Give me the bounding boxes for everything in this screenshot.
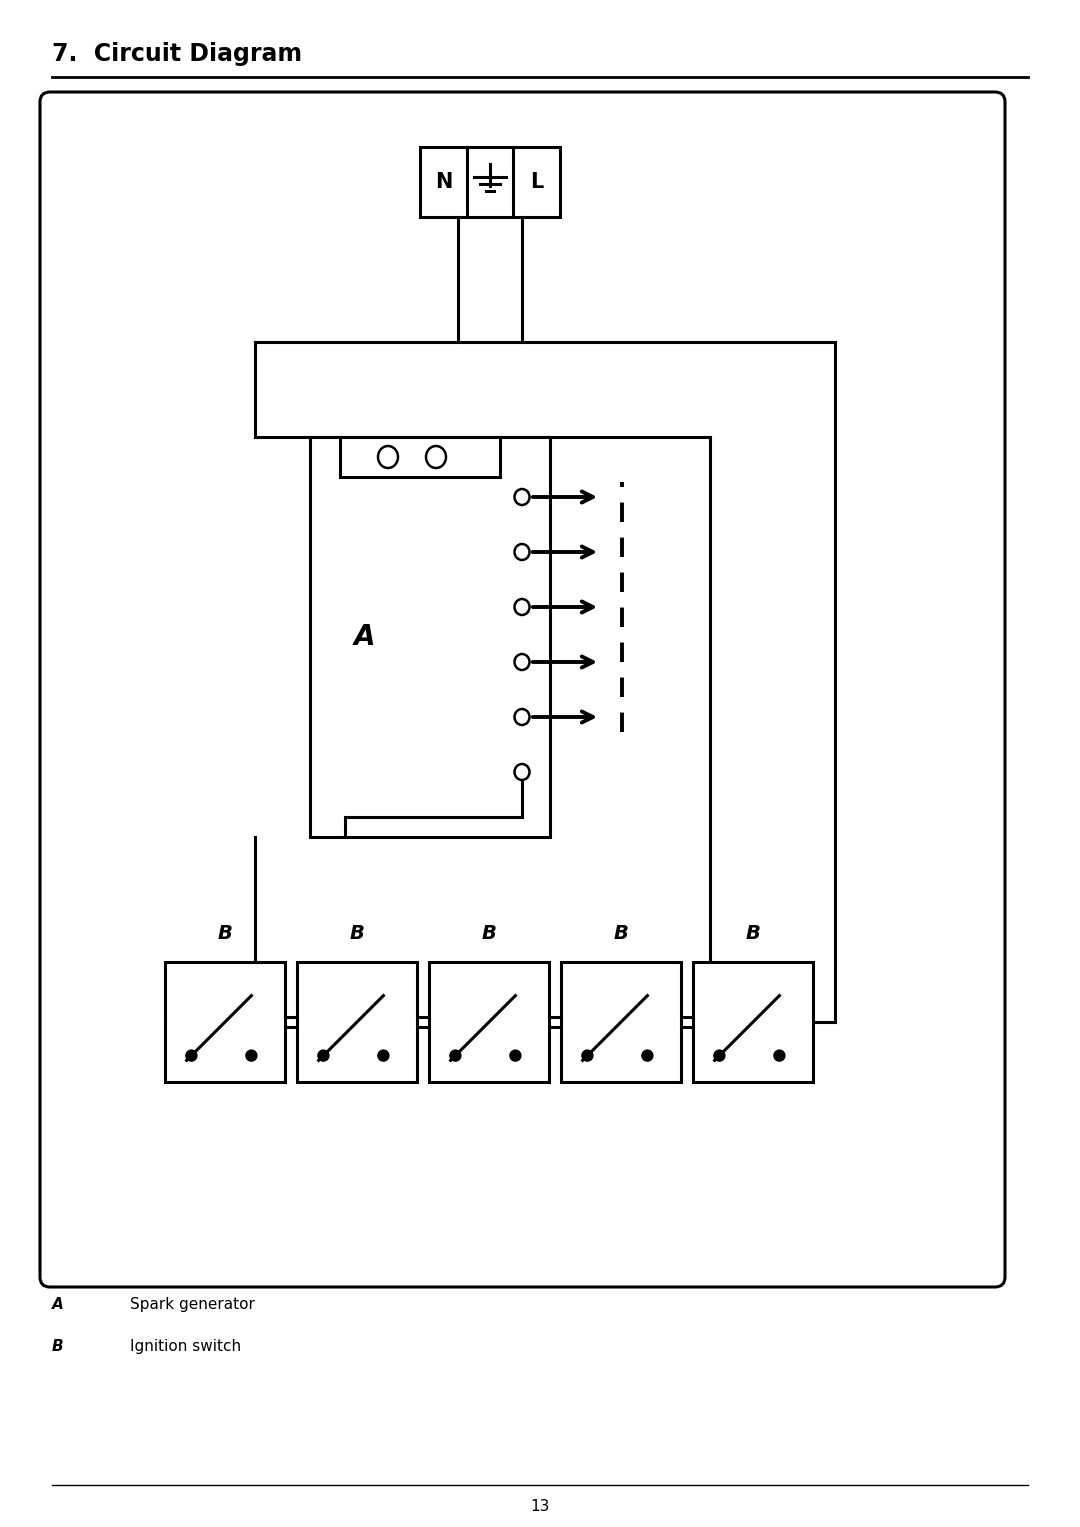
Ellipse shape [514, 654, 529, 670]
Ellipse shape [774, 1051, 785, 1061]
Bar [297, 962, 417, 1083]
Ellipse shape [510, 1051, 521, 1061]
Text: A: A [354, 623, 376, 651]
Ellipse shape [514, 489, 529, 505]
Ellipse shape [582, 1051, 593, 1061]
Ellipse shape [246, 1051, 257, 1061]
Ellipse shape [714, 1051, 725, 1061]
Text: B: B [482, 924, 497, 944]
Text: B: B [613, 924, 629, 944]
Ellipse shape [642, 1051, 653, 1061]
Ellipse shape [514, 709, 529, 725]
Ellipse shape [514, 544, 529, 560]
Text: A: A [52, 1296, 64, 1312]
Text: B: B [350, 924, 364, 944]
Bar [165, 962, 285, 1083]
Bar [693, 962, 813, 1083]
FancyBboxPatch shape [40, 92, 1005, 1287]
Ellipse shape [426, 446, 446, 467]
Ellipse shape [514, 599, 529, 615]
Text: L: L [530, 173, 543, 192]
Bar [310, 437, 550, 837]
Text: 7.  Circuit Diagram: 7. Circuit Diagram [52, 43, 302, 66]
Bar [340, 437, 500, 476]
Ellipse shape [378, 446, 399, 467]
Bar [561, 962, 681, 1083]
Text: N: N [434, 173, 453, 192]
Text: B: B [217, 924, 232, 944]
Bar [429, 962, 549, 1083]
Ellipse shape [318, 1051, 329, 1061]
Text: B: B [745, 924, 760, 944]
Bar [420, 147, 561, 217]
Text: B: B [52, 1339, 64, 1354]
Ellipse shape [378, 1051, 389, 1061]
Text: Spark generator: Spark generator [130, 1296, 255, 1312]
Ellipse shape [514, 764, 529, 780]
Ellipse shape [450, 1051, 461, 1061]
Text: Ignition switch: Ignition switch [130, 1339, 241, 1354]
Text: 13: 13 [530, 1500, 550, 1513]
Ellipse shape [186, 1051, 197, 1061]
